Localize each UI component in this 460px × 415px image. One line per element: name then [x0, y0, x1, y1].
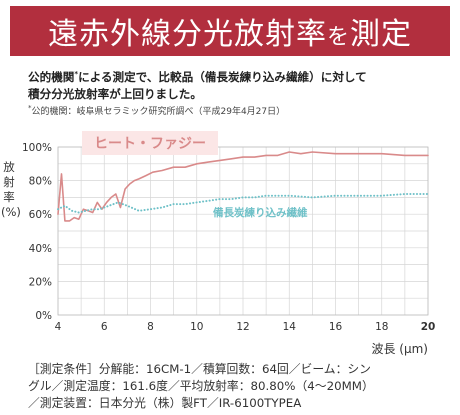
title-banner: 遠赤外線分光放射率を測定 — [10, 6, 450, 56]
series-line-binchotan — [57, 193, 429, 214]
y-tick-label: 100% — [22, 142, 52, 154]
emissivity-line-chart: 0% 20% 40% 60% 80% 100% 4 6 8 10 12 14 16 18 20 ヒート・フ… — [22, 131, 436, 356]
series-line-heat-fuzzy — [57, 151, 429, 222]
x-tick-label: 14 — [283, 321, 297, 333]
y-axis-label: 放 射 率 (%) — [1, 160, 21, 219]
x-tick-label: 20 — [421, 321, 436, 333]
x-tick-label: 8 — [147, 321, 154, 333]
series-label-heat-fuzzy: ヒート・ファジー — [94, 136, 206, 152]
measurement-conditions: ［測定条件］分解能：16CM-1／積算回数：64回／ビーム：シン グル／測定温度… — [28, 362, 374, 410]
x-tick-label: 10 — [190, 321, 203, 333]
page-title: 遠赤外線分光放射率を測定 — [47, 17, 412, 52]
y-tick-label: 40% — [29, 243, 52, 255]
source-note: *公的機関：岐阜県セラミック研究所調べ（平成29年4月27日） — [28, 104, 286, 117]
series-lines — [57, 151, 429, 222]
x-tick-label: 6 — [101, 321, 108, 333]
x-tick-label: 12 — [236, 321, 249, 333]
series-label-binchotan: 備長炭練り込み繊維 — [213, 206, 308, 219]
y-tick-label: 0% — [35, 310, 52, 322]
x-axis-label: 波長 (μm) — [371, 342, 428, 356]
plot-frame — [57, 146, 429, 316]
y-tick-label: 20% — [29, 276, 52, 288]
x-tick-label: 16 — [329, 321, 343, 333]
x-tick-label: 4 — [55, 321, 62, 333]
x-tick-labels: 4 6 8 10 12 14 16 18 20 — [55, 321, 436, 333]
intro-text: 公的機関*による測定で、比較品（備長炭練り込み繊維）に対して 積分分光放射率が上… — [28, 69, 367, 101]
y-tick-labels: 0% 20% 40% 60% 80% 100% — [22, 142, 52, 322]
y-tick-label: 80% — [29, 176, 52, 188]
y-tick-label: 60% — [29, 209, 52, 221]
chart-grid — [57, 146, 429, 316]
series-label-bg-heat-fuzzy — [82, 131, 218, 155]
x-tick-label: 18 — [375, 321, 388, 333]
